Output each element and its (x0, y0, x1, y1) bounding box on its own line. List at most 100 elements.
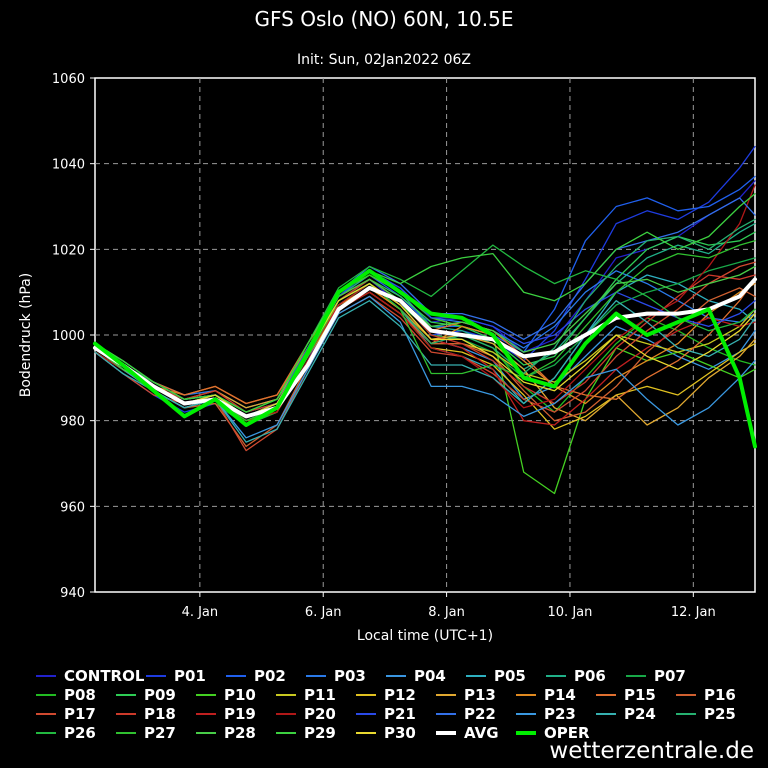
legend-label: P15 (624, 685, 656, 704)
legend-swatch (276, 693, 296, 696)
y-tick-label: 1060 (52, 72, 85, 87)
legend-item-p30: P30 (356, 724, 436, 742)
legend-label: P11 (304, 685, 336, 704)
legend-label: P25 (704, 704, 736, 723)
legend-swatch (116, 712, 136, 715)
legend-swatch (196, 731, 216, 734)
legend-swatch (596, 712, 616, 715)
y-tick-label: 960 (60, 500, 85, 515)
legend-label: P07 (654, 666, 686, 685)
x-tick-label: 8. Jan (428, 605, 465, 620)
legend-label: P19 (224, 704, 256, 723)
legend-item-p05: P05 (466, 667, 546, 685)
legend-item-p03: P03 (306, 667, 386, 685)
legend-swatch (356, 731, 376, 734)
series-line-oper (93, 268, 757, 449)
legend-item-p20: P20 (276, 705, 356, 723)
legend-swatch (516, 730, 536, 735)
legend-row: CONTROL P01 P02 P03 P04 P05 P06 P07 (36, 666, 756, 685)
legend-label: P04 (414, 666, 446, 685)
legend-item-p27: P27 (116, 724, 196, 742)
legend-item-p23: P23 (516, 705, 596, 723)
legend-label: P22 (464, 704, 496, 723)
x-tick-label: 6. Jan (305, 605, 342, 620)
legend-item-p26: P26 (36, 724, 116, 742)
legend-swatch (356, 693, 376, 696)
legend-label: P27 (144, 723, 176, 742)
legend: CONTROL P01 P02 P03 P04 P05 P06 P07 P08 P09 P10 P11… (36, 666, 756, 742)
legend-swatch (36, 731, 56, 734)
legend-label: P02 (254, 666, 286, 685)
y-tick-label: 1020 (52, 243, 85, 258)
legend-label: P26 (64, 723, 96, 742)
legend-item-p06: P06 (546, 667, 626, 685)
legend-swatch (546, 674, 566, 677)
legend-swatch (276, 731, 296, 734)
legend-item-p28: P28 (196, 724, 276, 742)
legend-item-oper: OPER (516, 724, 596, 742)
legend-item-p21: P21 (356, 705, 436, 723)
legend-item-p10: P10 (196, 686, 276, 704)
legend-label: OPER (544, 723, 590, 742)
legend-swatch (36, 712, 56, 715)
legend-item-p09: P09 (116, 686, 196, 704)
legend-item-p12: P12 (356, 686, 436, 704)
legend-swatch (276, 712, 296, 715)
legend-item-p17: P17 (36, 705, 116, 723)
legend-item-p16: P16 (676, 686, 756, 704)
x-axis-label: Local time (UTC+1) (357, 628, 493, 644)
legend-item-p18: P18 (116, 705, 196, 723)
y-tick-label: 1040 (52, 158, 85, 173)
legend-swatch (626, 674, 646, 677)
x-tick-label: 4. Jan (182, 605, 219, 620)
legend-label: P01 (174, 666, 206, 685)
legend-swatch (306, 674, 326, 677)
legend-item-p02: P02 (226, 667, 306, 685)
legend-label: P09 (144, 685, 176, 704)
legend-label: P24 (624, 704, 656, 723)
legend-item-p25: P25 (676, 705, 756, 723)
legend-label: AVG (464, 723, 499, 742)
legend-swatch (596, 693, 616, 696)
legend-item-p04: P04 (386, 667, 466, 685)
legend-swatch (36, 674, 56, 677)
legend-item-p22: P22 (436, 705, 516, 723)
series-line-avg (93, 277, 757, 419)
legend-label: P17 (64, 704, 96, 723)
legend-label: P14 (544, 685, 576, 704)
chart-title: GFS Oslo (NO) 60N, 10.5E (255, 7, 514, 31)
legend-swatch (676, 712, 696, 715)
y-tick-label: 980 (60, 415, 85, 430)
y-axis-label: Bodendruck (hPa) (18, 273, 34, 398)
legend-label: P03 (334, 666, 366, 685)
legend-swatch (516, 712, 536, 715)
ensemble-chart: GFS Oslo (NO) 60N, 10.5E Init: Sun, 02Ja… (18, 7, 757, 644)
legend-swatch (386, 674, 406, 677)
legend-swatch (36, 693, 56, 696)
legend-row: P17 P18 P19 P20 P21 P22 P23 P24 P25 (36, 704, 756, 723)
legend-item-p08: P08 (36, 686, 116, 704)
legend-swatch (116, 731, 136, 734)
legend-swatch (196, 712, 216, 715)
y-tick-label: 940 (60, 586, 85, 601)
legend-label: P13 (464, 685, 496, 704)
legend-label: P20 (304, 704, 336, 723)
watermark: wetterzentrale.de (549, 738, 754, 764)
legend-item-p14: P14 (516, 686, 596, 704)
legend-label: P30 (384, 723, 416, 742)
legend-item-p07: P07 (626, 667, 706, 685)
legend-swatch (436, 693, 456, 696)
legend-label: CONTROL (64, 666, 145, 685)
y-tick-label: 1000 (52, 329, 85, 344)
legend-item-p29: P29 (276, 724, 356, 742)
legend-label: P28 (224, 723, 256, 742)
legend-item-p19: P19 (196, 705, 276, 723)
legend-label: P29 (304, 723, 336, 742)
legend-swatch (676, 693, 696, 696)
legend-row: P26 P27 P28 P29 P30 AVG OPER (36, 723, 756, 742)
legend-label: P21 (384, 704, 416, 723)
series-line-p30 (94, 282, 756, 418)
legend-swatch (466, 674, 486, 677)
x-tick-label: 10. Jan (548, 605, 593, 620)
legend-swatch (146, 674, 166, 677)
